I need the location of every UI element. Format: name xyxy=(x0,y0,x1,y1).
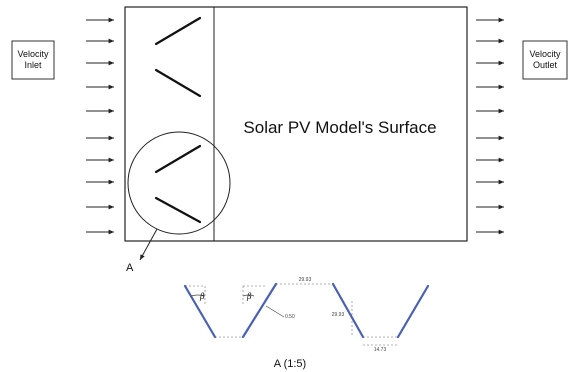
angle-arc-1 xyxy=(190,294,206,297)
velocity-outlet-line1: Velocity xyxy=(529,49,561,59)
bottom-width-dim: 14.73 xyxy=(374,347,387,353)
detail-panel-4 xyxy=(396,284,430,339)
pv-panel-3 xyxy=(154,144,202,174)
detail-panels xyxy=(183,282,430,339)
thickness-dim: 0.50 xyxy=(285,314,295,320)
velocity-inlet-line2: Inlet xyxy=(24,60,42,70)
detail-panel-1 xyxy=(183,284,217,339)
detail-callout-arrow xyxy=(139,228,158,261)
thickness-leader xyxy=(265,305,285,318)
inlet-flow-arrows xyxy=(86,17,114,235)
detail-callout-circle xyxy=(127,131,231,235)
surface-label: Solar PV Model's Surface xyxy=(243,118,436,137)
outlet-flow-arrows xyxy=(476,17,504,235)
detail-callout-label: A xyxy=(126,262,134,274)
pv-panel-strips xyxy=(154,16,202,224)
computational-domain xyxy=(124,6,468,242)
detail-panel-3 xyxy=(331,282,365,339)
pv-panel-2 xyxy=(154,68,202,98)
angle-beta-1: β xyxy=(199,292,205,301)
detail-panel-2 xyxy=(241,282,278,339)
angle-arc-2 xyxy=(242,294,255,297)
velocity-inlet-box: Velocity Inlet xyxy=(11,40,55,80)
velocity-outlet-line2: Outlet xyxy=(533,60,558,70)
pv-panel-1 xyxy=(154,16,202,46)
top-width-dim: 29.93 xyxy=(299,277,312,283)
detail-construction-lines xyxy=(185,283,398,346)
angle-beta-2: β xyxy=(246,292,252,301)
detail-a-view: β β 0.50 29.93 29.93 14.73 A (1:5) xyxy=(183,277,430,370)
height-dim: 29.93 xyxy=(332,312,345,318)
detail-caption: A (1:5) xyxy=(274,358,306,370)
pv-panel-4 xyxy=(154,196,202,224)
velocity-outlet-box: Velocity Outlet xyxy=(522,40,568,80)
velocity-inlet-line1: Velocity xyxy=(17,49,49,59)
